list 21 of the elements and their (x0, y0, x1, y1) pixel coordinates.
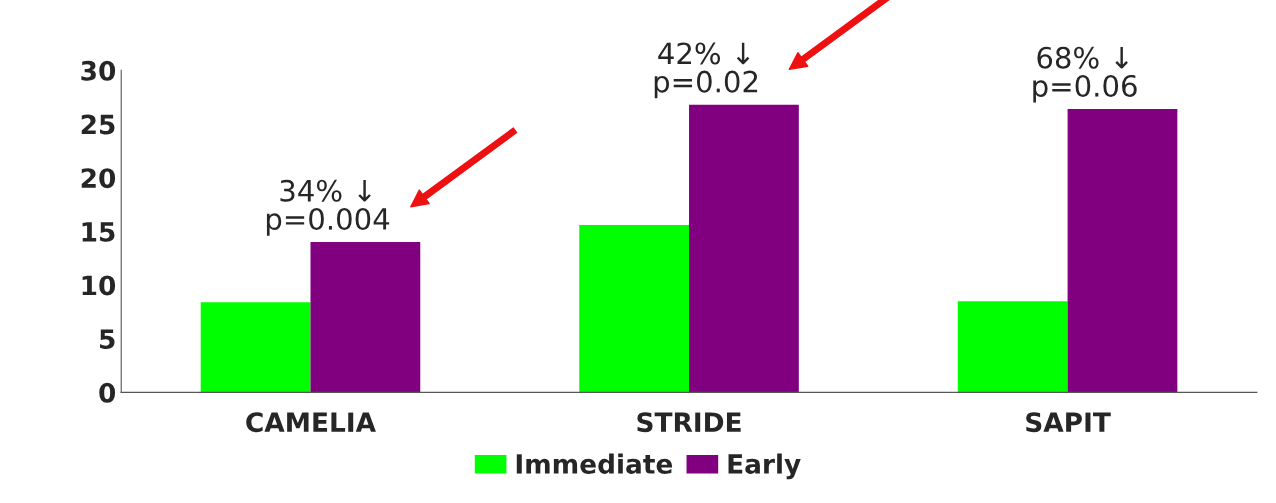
y-tick-label: 10 (82, 275, 116, 296)
legend-label: Early (728, 453, 801, 480)
bar (200, 302, 311, 393)
bar (1067, 109, 1178, 393)
bar (689, 104, 799, 393)
bar (579, 224, 690, 393)
x-tick-label: STRIDE (637, 412, 741, 433)
annotation: 34% ↓ p=0.004 (266, 179, 390, 236)
y-tick-label: 0 (99, 382, 116, 403)
y-tick-label: 25 (81, 114, 115, 135)
bar (957, 301, 1068, 393)
legend-label: Immediate (516, 453, 673, 474)
y-tick-label: 5 (100, 329, 115, 350)
annotation: 42% ↓ p=0.02 (654, 42, 758, 99)
x-tick-label: CAMELIA (246, 412, 376, 433)
x-tick-label: SAPIT (1026, 412, 1111, 433)
y-tick-label: 20 (81, 168, 116, 189)
y-tick-label: 15 (82, 222, 115, 242)
bar (310, 242, 421, 393)
annotation: 68% ↓ p=0.06 (1033, 46, 1137, 103)
y-tick-label: 30 (81, 60, 116, 81)
